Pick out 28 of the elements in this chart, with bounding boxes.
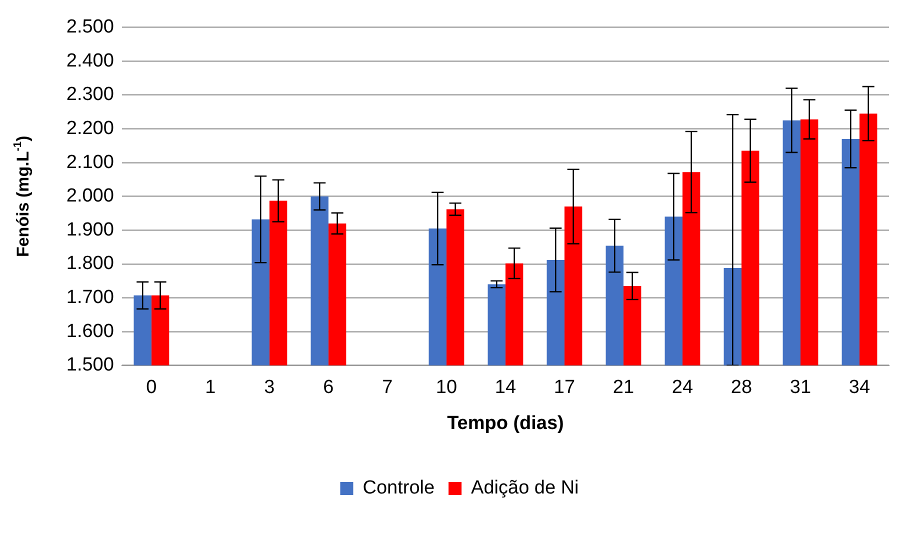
x-tick-label: 17: [554, 377, 576, 398]
x-axis-title: Tempo (dias): [447, 412, 564, 434]
x-tick-label: 21: [612, 377, 634, 398]
x-tick-label: 34: [848, 377, 870, 398]
x-tick-label: 24: [672, 377, 694, 398]
y-tick-label: 2.200: [66, 118, 114, 140]
x-tick-label: 0: [146, 377, 157, 398]
y-tick-label: 2.500: [66, 16, 114, 38]
x-tick-label: 10: [436, 377, 458, 398]
y-tick-label: 1.800: [66, 253, 114, 274]
y-axis-title: Fenóis (mg.L-1): [12, 136, 33, 258]
x-tick-label: 28: [730, 377, 752, 398]
y-tick-label: 2.000: [66, 186, 114, 207]
y-tick-label: 1.500: [66, 354, 114, 376]
x-tick-label: 6: [323, 377, 334, 398]
x-tick-label: 31: [790, 377, 812, 398]
y-tick-label: 2.300: [66, 84, 114, 106]
x-tick-label: 14: [494, 377, 516, 398]
x-tick-label: 7: [382, 377, 393, 398]
x-tick-label: 3: [264, 377, 275, 398]
x-tick-label: 1: [205, 377, 216, 398]
y-tick-label: 1.600: [66, 320, 114, 342]
legend-label: Adição de Ni: [471, 478, 579, 499]
y-tick-label: 2.400: [66, 50, 114, 72]
y-tick-label: 2.100: [66, 152, 114, 173]
y-tick-label: 1.700: [66, 287, 114, 308]
legend-label: Controle: [362, 478, 435, 499]
y-tick-label: 1.900: [66, 219, 114, 240]
